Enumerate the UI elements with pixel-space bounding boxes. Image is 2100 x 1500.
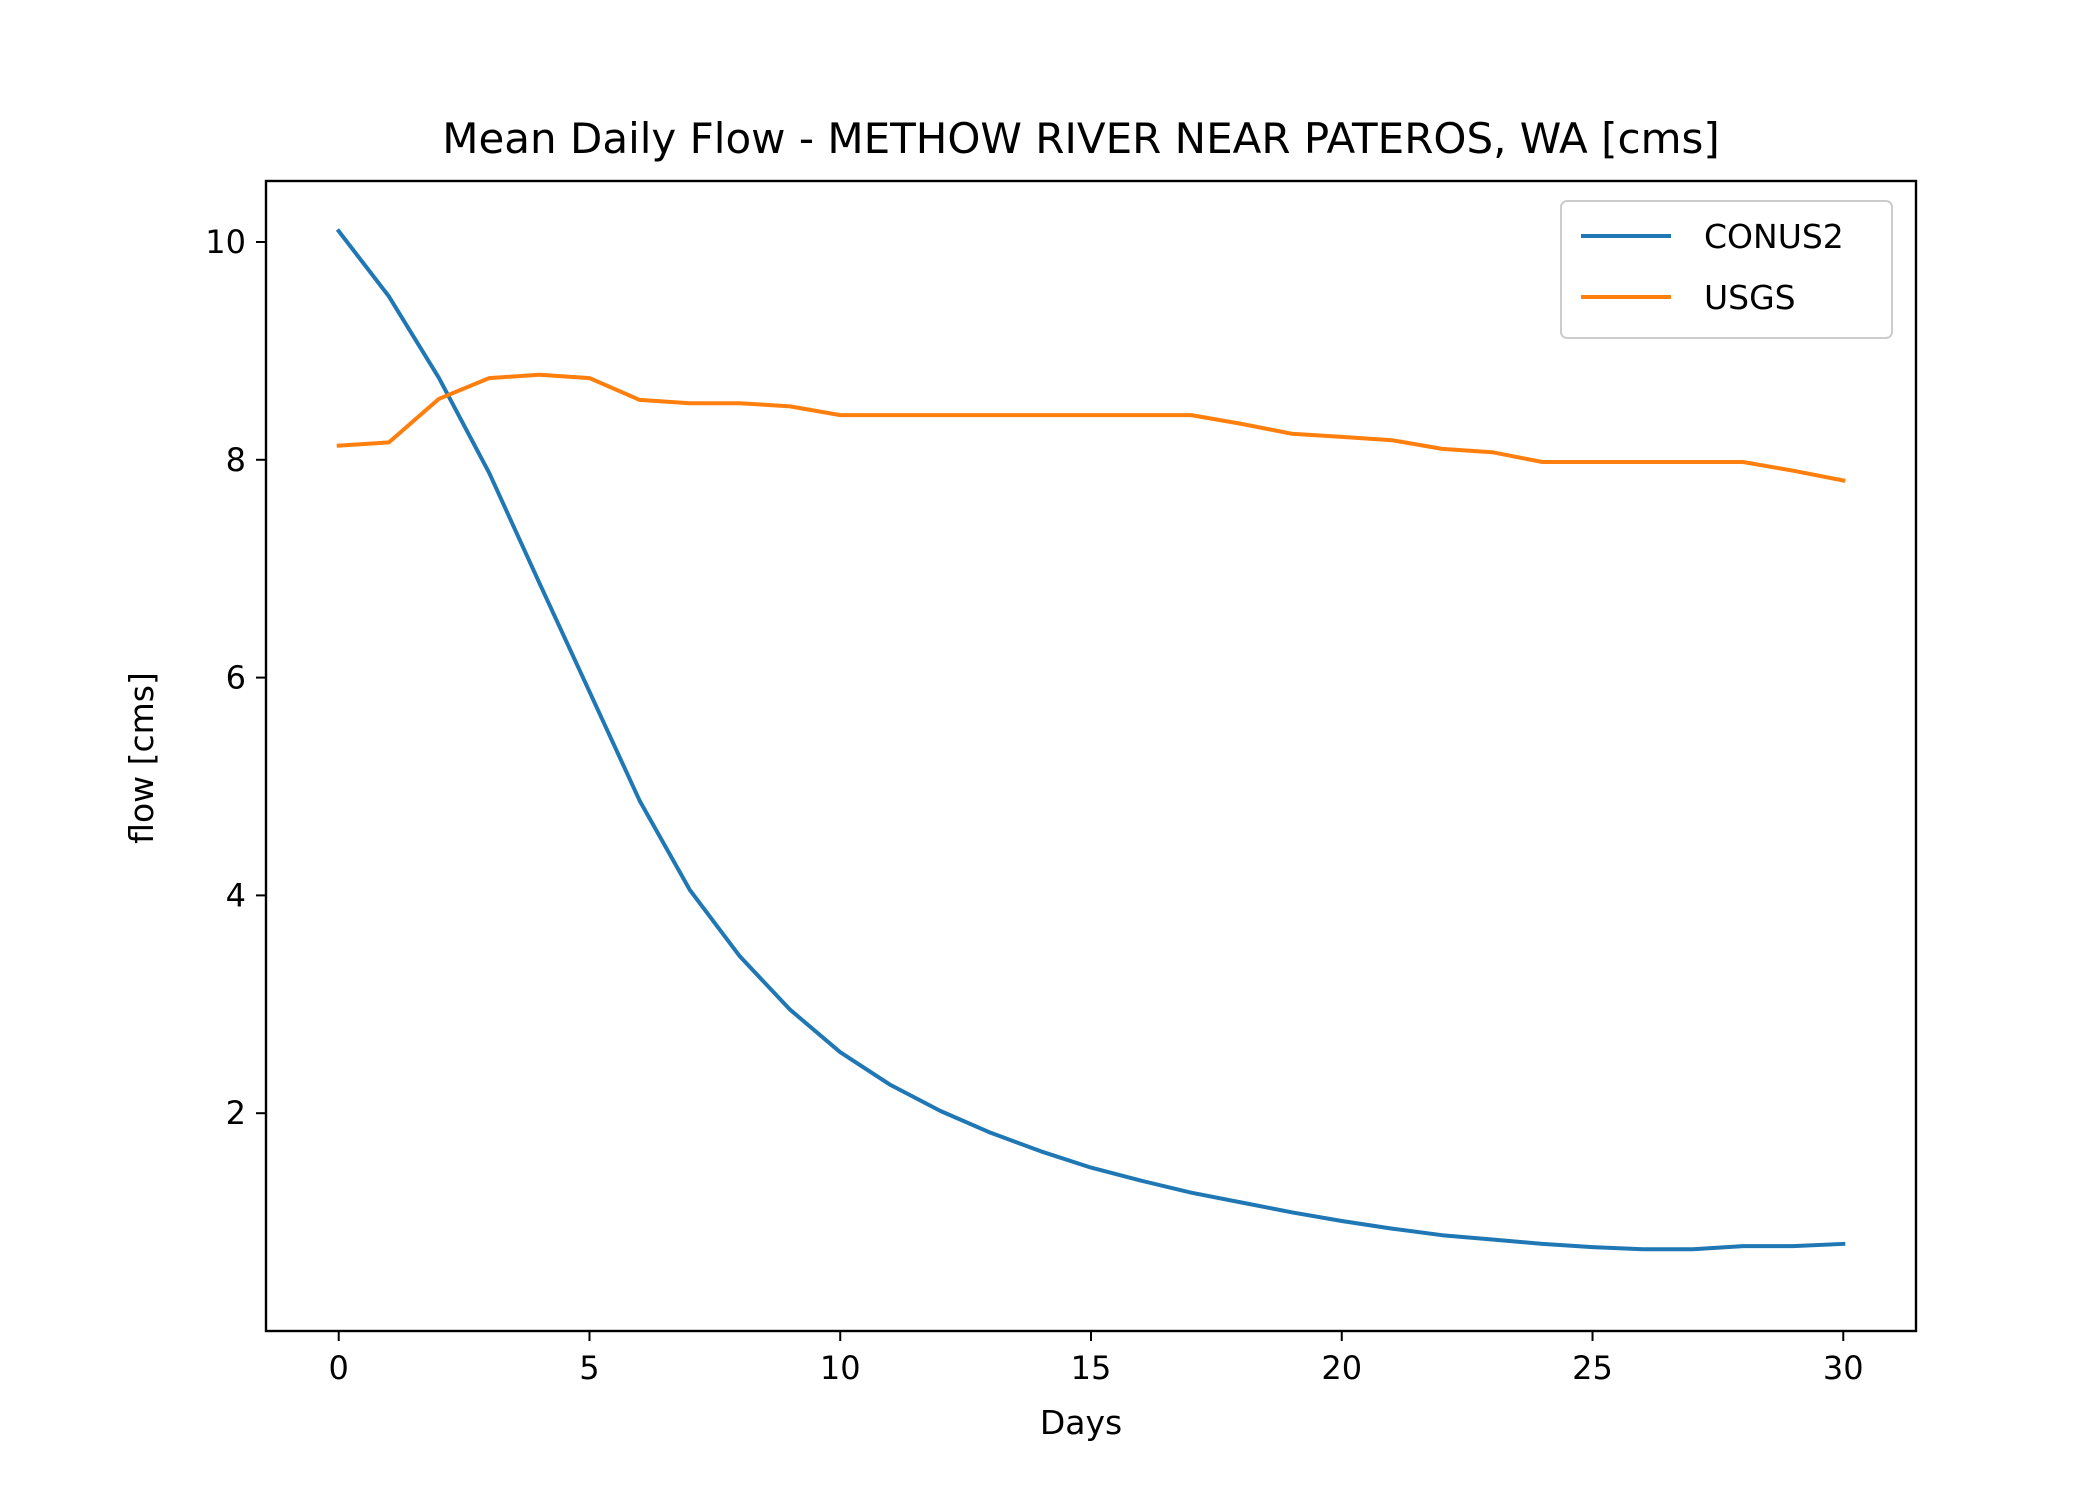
y-tick-label-8: 8 (226, 441, 246, 479)
x-tick-label-10: 10 (820, 1349, 861, 1387)
y-tick-label-2: 2 (226, 1094, 246, 1132)
chart-title: Mean Daily Flow - METHOW RIVER NEAR PATE… (442, 114, 1720, 163)
plot-area (335, 228, 1846, 1252)
series-line-usgs (336, 372, 1846, 483)
y-axis-label: flow [cms] (122, 672, 161, 844)
x-tick-label-15: 15 (1071, 1349, 1112, 1387)
legend-label-conus2: CONUS2 (1704, 217, 1844, 256)
x-tick-label-5: 5 (579, 1349, 599, 1387)
x-tick-label-30: 30 (1823, 1349, 1864, 1387)
x-tick-label-25: 25 (1572, 1349, 1613, 1387)
legend-label-usgs: USGS (1704, 278, 1796, 317)
x-axis-label: Days (1040, 1403, 1122, 1442)
legend: CONUS2 USGS (1560, 200, 1893, 339)
y-tick-label-4: 4 (226, 876, 246, 914)
y-tick-label-10: 10 (205, 223, 246, 261)
series-line-conus2 (335, 228, 1846, 1252)
x-tick-label-20: 20 (1321, 1349, 1362, 1387)
x-tick-label-0: 0 (329, 1349, 349, 1387)
axis-ticks: 0 5 10 15 20 25 30 2 4 6 8 10 (205, 223, 1863, 1387)
y-tick-label-6: 6 (226, 659, 246, 697)
